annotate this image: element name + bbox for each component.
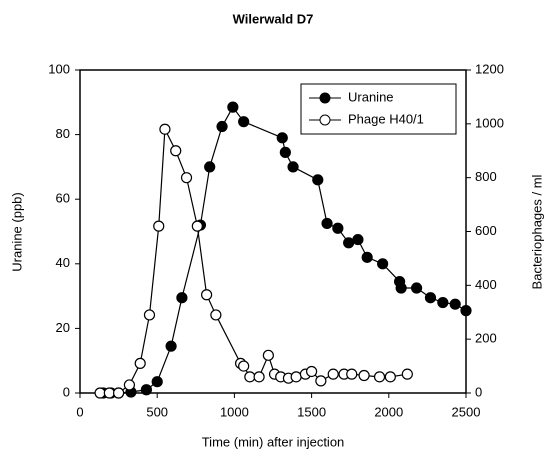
data-point — [395, 282, 407, 294]
y-tick-label: 100 — [48, 61, 70, 76]
data-point — [361, 251, 373, 263]
data-point — [176, 292, 188, 304]
data-point — [153, 220, 165, 232]
data-point — [287, 161, 299, 173]
x-tick-label: 1000 — [220, 404, 249, 419]
x-axis-title: Time (min) after injection — [202, 434, 345, 449]
data-point — [449, 298, 461, 310]
data-point — [343, 237, 355, 249]
data-point — [410, 282, 423, 294]
legend-label: Uranine — [348, 89, 394, 104]
data-point — [262, 349, 274, 361]
data-point — [103, 387, 115, 399]
data-point — [244, 371, 256, 383]
data-point — [151, 376, 163, 388]
data-point — [134, 357, 146, 369]
data-point — [460, 305, 472, 317]
x-tick-label: 1500 — [297, 404, 326, 419]
y-axis-title: Uranine (ppb) — [9, 192, 24, 272]
data-point — [352, 233, 364, 246]
legend-marker — [319, 92, 331, 104]
data-point — [253, 371, 265, 383]
y2-tick-label: 600 — [475, 223, 497, 238]
data-point — [210, 309, 222, 321]
data-point — [290, 371, 302, 383]
data-point — [373, 371, 386, 383]
legend-box — [300, 83, 457, 135]
data-point — [94, 387, 106, 399]
data-point — [143, 309, 156, 321]
y2-tick-label: 400 — [475, 277, 497, 292]
y2-tick-label: 800 — [475, 169, 497, 184]
data-point — [332, 222, 344, 234]
data-point — [227, 101, 239, 113]
y2-tick-label: 1000 — [475, 115, 504, 130]
data-point — [191, 220, 203, 232]
data-point — [165, 340, 177, 352]
y2-tick-label: 200 — [475, 331, 497, 346]
data-point — [170, 145, 182, 157]
y-tick-label: 20 — [56, 320, 70, 335]
y-tick-label: 40 — [56, 255, 70, 270]
data-point — [112, 387, 125, 399]
legend-marker — [319, 114, 331, 126]
data-point — [424, 292, 437, 304]
chart-title: Wilerwald D7 — [233, 11, 314, 26]
data-point — [123, 379, 136, 391]
y2-tick-label: 1200 — [475, 61, 504, 76]
x-tick-label: 2000 — [374, 404, 403, 419]
x-tick-label: 500 — [146, 404, 168, 419]
y-tick-label: 0 — [63, 384, 70, 399]
y-tick-label: 60 — [56, 191, 70, 206]
data-point — [306, 365, 318, 378]
y-tick-label: 80 — [56, 126, 70, 141]
data-point — [201, 289, 213, 301]
x-tick-label: 0 — [76, 404, 83, 419]
data-point — [216, 120, 228, 133]
data-point — [140, 384, 152, 396]
data-point — [401, 368, 413, 380]
data-point — [377, 258, 389, 270]
data-point — [312, 174, 324, 186]
data-point — [346, 368, 358, 380]
y2-tick-label: 0 — [475, 384, 482, 399]
data-point — [159, 123, 171, 135]
series-line — [100, 126, 408, 394]
data-point — [315, 375, 327, 387]
data-point — [437, 296, 449, 309]
y2-axis-title: Bacteriophages / ml — [529, 174, 544, 289]
data-point — [238, 360, 250, 372]
data-point — [180, 172, 193, 184]
data-point — [276, 132, 288, 144]
data-point — [384, 371, 396, 383]
x-tick-label: 2500 — [452, 404, 481, 419]
legend-label: Phage H40/1 — [348, 111, 424, 126]
data-point — [358, 369, 370, 382]
data-point — [204, 161, 216, 173]
data-point — [279, 146, 291, 158]
data-point — [327, 368, 339, 380]
data-point — [321, 217, 333, 230]
data-point — [238, 116, 250, 128]
